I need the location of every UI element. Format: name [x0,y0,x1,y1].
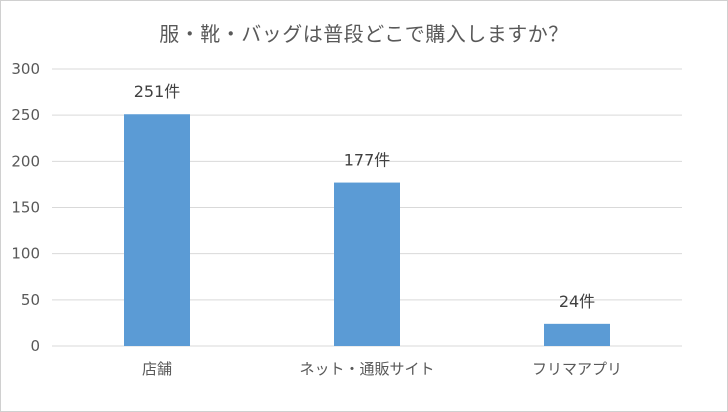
x-category-label: フリマアプリ [532,360,622,378]
bar [124,114,190,346]
x-category-label: 店舗 [142,360,172,378]
x-category-label: ネット・通販サイト [299,360,434,378]
y-tick-label: 200 [11,152,40,170]
bar [334,182,400,346]
data-label: 251件 [134,82,181,101]
data-label: 177件 [344,151,391,170]
chart-title: 服・靴・バッグは普段どこで購入しますか？ [159,22,569,46]
y-tick-label: 50 [21,291,40,309]
y-tick-label: 150 [11,199,40,217]
y-tick-label: 0 [30,337,40,355]
y-tick-label: 300 [11,60,40,78]
bar [544,323,610,346]
y-tick-label: 250 [11,106,40,124]
data-label: 24件 [559,292,595,311]
y-tick-label: 100 [11,245,40,263]
